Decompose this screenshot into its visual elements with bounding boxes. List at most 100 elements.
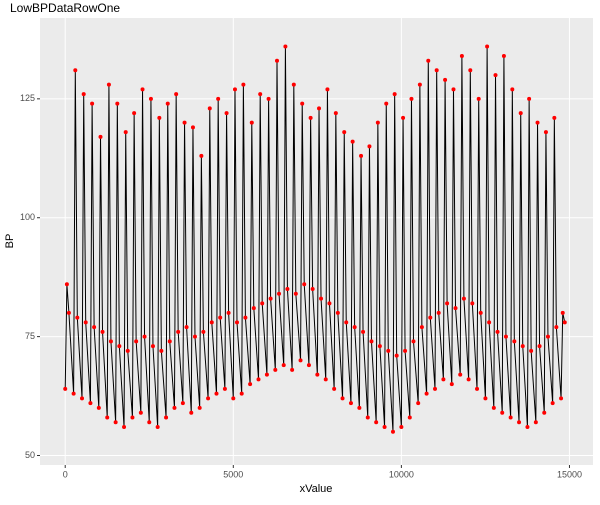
point bbox=[306, 363, 311, 368]
point bbox=[285, 287, 290, 292]
point bbox=[150, 344, 155, 349]
point bbox=[148, 96, 153, 101]
point bbox=[108, 339, 113, 344]
point bbox=[333, 111, 338, 116]
point bbox=[535, 120, 540, 125]
point bbox=[243, 315, 248, 320]
point bbox=[475, 386, 480, 391]
point bbox=[138, 410, 143, 415]
point bbox=[155, 424, 160, 429]
point bbox=[411, 339, 416, 344]
point bbox=[207, 106, 212, 111]
point bbox=[428, 315, 433, 320]
point bbox=[453, 306, 458, 311]
point bbox=[117, 344, 122, 349]
point bbox=[132, 111, 137, 116]
point bbox=[552, 115, 557, 120]
point bbox=[550, 401, 555, 406]
point bbox=[417, 82, 422, 87]
point bbox=[518, 111, 523, 116]
point bbox=[147, 420, 152, 425]
point bbox=[401, 115, 406, 120]
point bbox=[298, 358, 303, 363]
point bbox=[264, 372, 269, 377]
point bbox=[377, 344, 382, 349]
point bbox=[543, 130, 548, 135]
point bbox=[310, 287, 315, 292]
point bbox=[209, 320, 214, 325]
point bbox=[260, 301, 265, 306]
point bbox=[433, 386, 437, 391]
point bbox=[140, 87, 145, 92]
point bbox=[350, 139, 355, 144]
point bbox=[258, 92, 263, 97]
point bbox=[510, 87, 515, 92]
point bbox=[125, 348, 130, 353]
point bbox=[192, 334, 197, 339]
point bbox=[300, 101, 305, 106]
point bbox=[560, 310, 565, 315]
point bbox=[293, 291, 298, 296]
point bbox=[348, 401, 353, 406]
y-tick-label: 100 bbox=[20, 212, 35, 222]
point bbox=[66, 310, 71, 315]
point bbox=[375, 120, 380, 125]
point bbox=[493, 73, 498, 78]
point bbox=[142, 334, 147, 339]
point bbox=[239, 391, 244, 396]
point bbox=[98, 134, 103, 139]
point bbox=[441, 377, 446, 382]
point bbox=[537, 344, 542, 349]
point bbox=[317, 106, 322, 111]
point bbox=[340, 396, 345, 401]
point bbox=[165, 101, 170, 106]
point bbox=[63, 386, 68, 391]
point bbox=[367, 144, 372, 149]
point bbox=[64, 282, 69, 287]
point bbox=[184, 325, 189, 330]
point bbox=[470, 301, 475, 306]
point bbox=[426, 58, 431, 63]
point bbox=[302, 282, 307, 287]
point bbox=[529, 348, 534, 353]
point bbox=[451, 87, 456, 92]
y-axis-title: BP bbox=[4, 234, 16, 249]
point bbox=[83, 320, 88, 325]
point bbox=[159, 348, 164, 353]
point bbox=[436, 310, 441, 315]
point bbox=[407, 415, 412, 420]
x-tick-label: 10000 bbox=[389, 469, 414, 479]
point bbox=[487, 320, 492, 325]
point bbox=[172, 405, 177, 410]
point bbox=[197, 405, 202, 410]
panel bbox=[40, 18, 593, 465]
point bbox=[327, 301, 332, 306]
point bbox=[157, 115, 162, 120]
point bbox=[123, 130, 128, 135]
point bbox=[386, 348, 391, 353]
point bbox=[190, 125, 195, 130]
point bbox=[382, 424, 387, 429]
point bbox=[445, 301, 450, 306]
point bbox=[134, 339, 139, 344]
point bbox=[174, 92, 179, 97]
y-tick-label: 75 bbox=[25, 331, 35, 341]
point bbox=[468, 68, 473, 73]
point bbox=[218, 315, 223, 320]
y-tick-label: 125 bbox=[20, 93, 35, 103]
point bbox=[100, 329, 105, 334]
point bbox=[357, 405, 362, 410]
point bbox=[201, 329, 206, 334]
point bbox=[130, 415, 135, 420]
point bbox=[527, 96, 532, 101]
point bbox=[342, 130, 347, 135]
point bbox=[491, 405, 496, 410]
point bbox=[283, 44, 288, 49]
point bbox=[392, 92, 397, 97]
point bbox=[266, 96, 271, 101]
point bbox=[80, 396, 85, 401]
point bbox=[75, 315, 80, 320]
point bbox=[122, 424, 127, 429]
x-tick-label: 15000 bbox=[557, 469, 582, 479]
point bbox=[390, 429, 395, 434]
